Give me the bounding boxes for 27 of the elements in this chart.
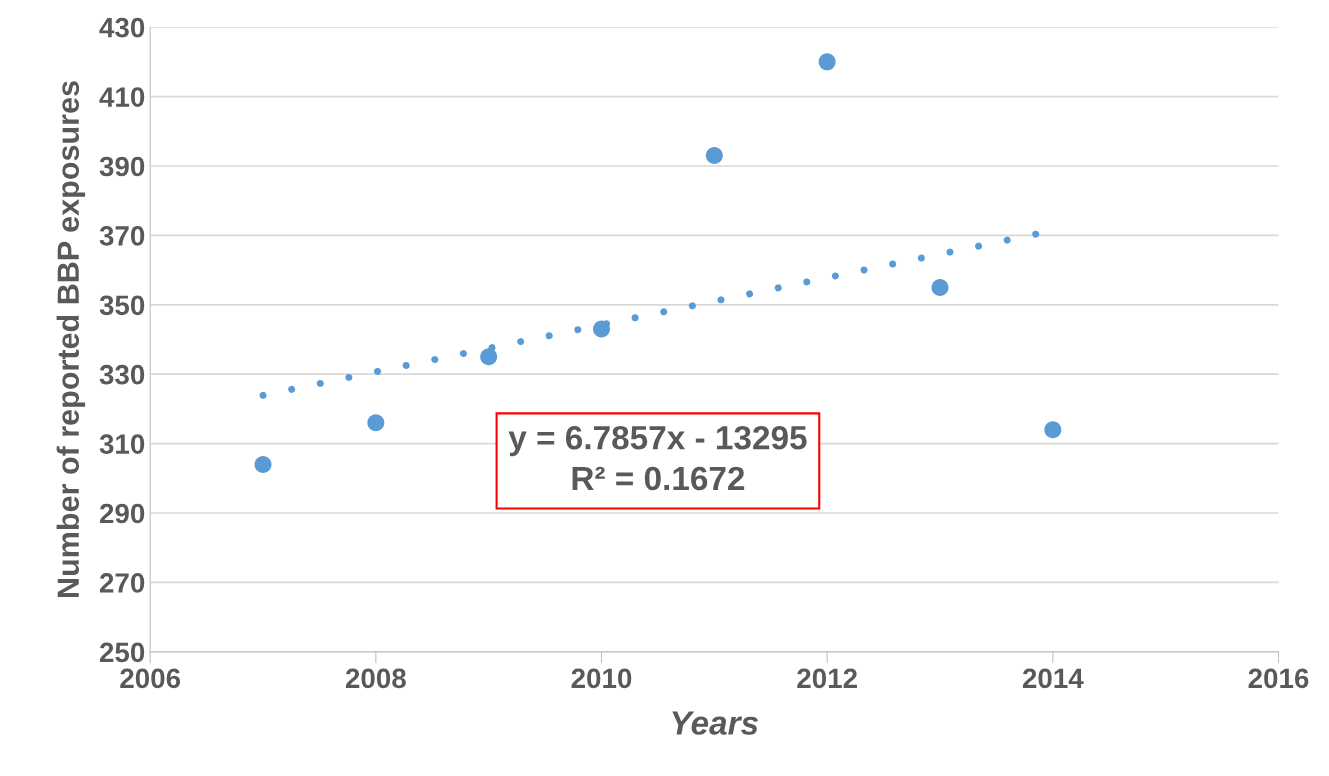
y-tick-label: 410 [99, 87, 145, 107]
y-tick-label: 250 [99, 642, 145, 663]
point [1044, 421, 1062, 439]
y-tick-label: 330 [99, 364, 145, 385]
y-tick-label: 350 [99, 295, 145, 316]
x-tick-label: 2008 [345, 668, 406, 689]
y-tick-label: 370 [99, 226, 145, 246]
point [254, 455, 272, 473]
x-tick-label: 2006 [120, 668, 181, 689]
x-axis-title: Years [672, 711, 758, 735]
y-tick-label: 390 [99, 156, 145, 177]
y-tick-label: 290 [99, 503, 145, 524]
point [931, 278, 949, 296]
x-tick-label: 2014 [1022, 668, 1084, 689]
x-tick-label: 2016 [1248, 668, 1309, 689]
y-axis-title: Number of reported BBP exposures [56, 81, 86, 597]
point [593, 320, 611, 338]
y-tick-label: 270 [99, 573, 145, 593]
x-tick-label: 2010 [571, 668, 632, 689]
point [480, 348, 498, 366]
x-tick-label: 2012 [797, 668, 857, 689]
point [705, 147, 723, 165]
y-tick-label: 310 [99, 434, 145, 454]
point [367, 414, 385, 432]
point [818, 53, 836, 71]
y-tick-label: 430 [99, 17, 145, 38]
annotation: y = 6.7857x - 13295 R² = 0.1672 [508, 425, 807, 491]
